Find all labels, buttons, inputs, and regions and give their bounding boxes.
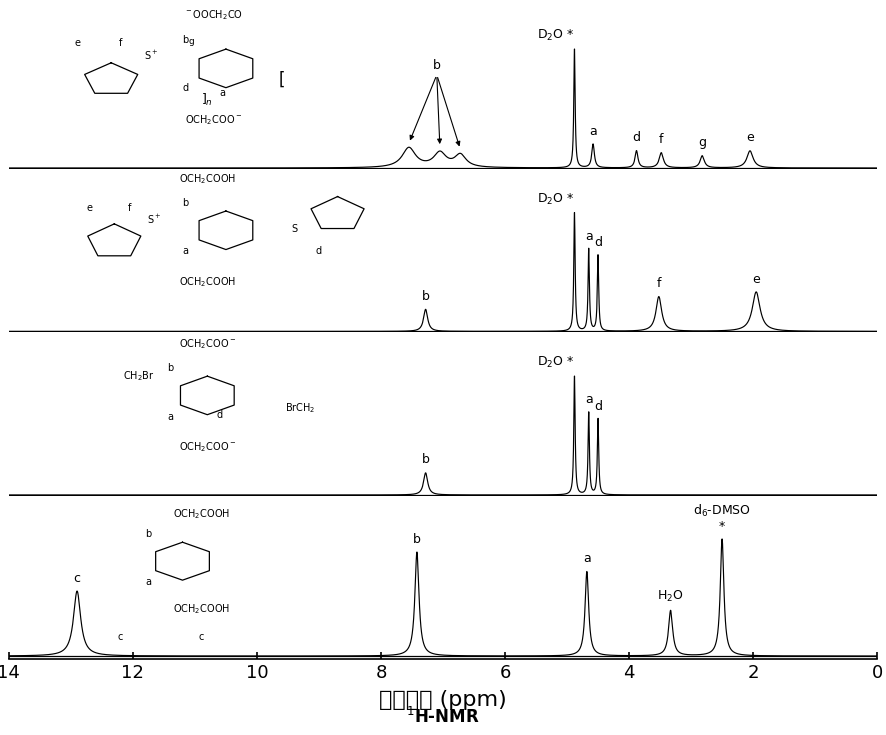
Text: g: g	[698, 137, 706, 149]
Text: D$_2$O *: D$_2$O *	[537, 28, 574, 43]
Text: b: b	[183, 35, 189, 45]
Text: f: f	[657, 277, 661, 290]
Text: OCH$_2$COOH: OCH$_2$COOH	[173, 507, 229, 520]
Text: a: a	[167, 412, 173, 421]
Text: d: d	[594, 400, 602, 412]
Text: f: f	[119, 38, 122, 48]
Text: d: d	[633, 132, 641, 145]
Text: d: d	[217, 410, 222, 420]
Text: a: a	[220, 87, 226, 98]
Text: S$^+$: S$^+$	[144, 49, 159, 62]
Text: b: b	[183, 198, 189, 208]
Text: c: c	[198, 632, 204, 642]
Text: e: e	[87, 203, 92, 213]
Text: a: a	[585, 230, 593, 243]
Text: [: [	[278, 71, 285, 88]
Text: e: e	[74, 38, 80, 48]
Text: d$_6$-DMSO
*: d$_6$-DMSO *	[693, 503, 751, 533]
Text: e: e	[746, 132, 754, 145]
Text: BrCH$_2$: BrCH$_2$	[285, 401, 315, 415]
Text: b: b	[433, 59, 440, 71]
Text: ]$_n$: ]$_n$	[201, 92, 214, 108]
Text: b: b	[422, 453, 430, 467]
Text: OCH$_2$COO$^-$: OCH$_2$COO$^-$	[179, 440, 236, 453]
Text: a: a	[589, 125, 597, 138]
Text: D$_2$O *: D$_2$O *	[537, 355, 574, 370]
Text: g: g	[189, 37, 195, 46]
Text: d: d	[594, 236, 602, 249]
Text: S: S	[291, 224, 297, 234]
Text: OCH$_2$COOH: OCH$_2$COOH	[173, 602, 229, 616]
Text: OCH$_2$COOH: OCH$_2$COOH	[179, 172, 236, 186]
Text: b: b	[413, 533, 421, 546]
Text: S$^+$: S$^+$	[147, 212, 162, 226]
Text: CH$_2$Br: CH$_2$Br	[123, 370, 155, 383]
Text: b: b	[145, 529, 152, 539]
Text: d: d	[183, 83, 189, 93]
Text: c: c	[118, 632, 123, 642]
Text: c: c	[74, 572, 81, 585]
Text: a: a	[145, 577, 152, 587]
Text: d: d	[316, 246, 322, 257]
Text: f: f	[128, 203, 131, 213]
Text: a: a	[183, 246, 189, 257]
Text: OCH$_2$COOH: OCH$_2$COOH	[179, 275, 236, 289]
Text: e: e	[752, 273, 760, 285]
X-axis label: 化学位移 (ppm): 化学位移 (ppm)	[379, 690, 507, 711]
Text: H$_2$O: H$_2$O	[657, 589, 684, 604]
Text: a: a	[583, 552, 591, 565]
Text: OCH$_2$COO$^-$: OCH$_2$COO$^-$	[179, 337, 236, 351]
Text: $^{1}$H-NMR: $^{1}$H-NMR	[406, 706, 480, 727]
Text: a: a	[585, 393, 593, 406]
Text: OCH$_2$COO$^-$: OCH$_2$COO$^-$	[185, 113, 242, 127]
Text: f: f	[659, 134, 664, 146]
Text: $^-$OOCH$_2$CO: $^-$OOCH$_2$CO	[184, 9, 243, 22]
Text: D$_2$O *: D$_2$O *	[537, 191, 574, 207]
Text: b: b	[167, 363, 174, 373]
Text: b: b	[422, 290, 430, 303]
